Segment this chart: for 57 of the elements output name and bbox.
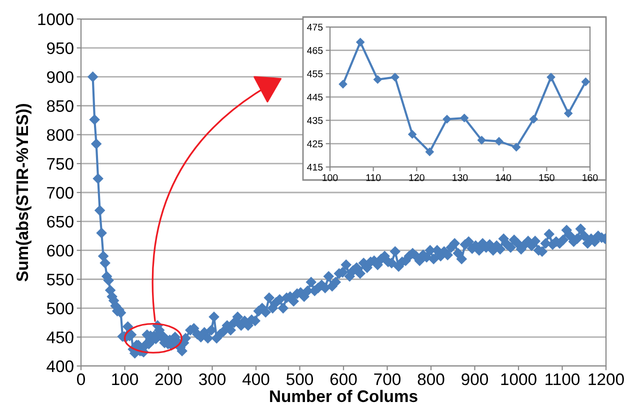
x-tick-label: 130 <box>452 174 468 182</box>
y-tick-label: 750 <box>47 158 74 170</box>
point <box>582 78 590 86</box>
y-tick-label: 850 <box>46 100 74 112</box>
x-tick-label: 1200 <box>588 373 624 386</box>
x-axis-title: Number of Colums <box>270 390 418 402</box>
y-tick-label: 465 <box>307 47 323 54</box>
y-tick-label: 455 <box>307 70 323 78</box>
point <box>426 148 434 156</box>
point <box>494 137 504 146</box>
point <box>442 115 452 124</box>
x-tick-label: 1100 <box>546 373 580 386</box>
y-tick-label: 1000 <box>38 13 74 26</box>
y-tick-label: 900 <box>47 71 74 84</box>
x-tick-label: 700 <box>374 373 401 386</box>
point <box>338 80 348 88</box>
point <box>530 115 538 124</box>
x-tick-label: 100 <box>112 373 138 386</box>
y-tick-label: 425 <box>307 140 323 148</box>
point <box>460 114 468 122</box>
x-tick-label: 0 <box>77 373 85 386</box>
x-tick-label: 150 <box>539 174 554 182</box>
x-tick-label: 140 <box>496 174 512 182</box>
x-tick-label: 300 <box>198 373 226 386</box>
x-tick-label: 600 <box>330 373 357 386</box>
point <box>356 38 364 46</box>
y-tick-label: 415 <box>307 164 323 171</box>
point <box>564 109 572 118</box>
point <box>374 75 382 84</box>
x-tick-label: 500 <box>286 373 314 386</box>
x-tick-label: 110 <box>366 174 381 182</box>
point <box>546 73 556 82</box>
point <box>478 136 486 144</box>
x-tick-label: 900 <box>462 373 488 386</box>
x-tick-label: 160 <box>582 174 598 182</box>
y-tick-label: 700 <box>47 186 74 199</box>
y-tick-label: 445 <box>307 94 323 101</box>
y-tick-label: 475 <box>307 24 323 31</box>
x-tick-label: 1000 <box>501 373 536 386</box>
point <box>390 73 400 82</box>
y-tick-label: 800 <box>46 129 74 141</box>
y-axis-title: Sum(abs(STIR-%YES)) <box>16 104 32 282</box>
x-tick-label: 400 <box>242 373 270 386</box>
x-tick-label: 200 <box>155 373 182 386</box>
y-tick-label: 435 <box>307 117 323 124</box>
y-tick-label: 400 <box>46 360 74 372</box>
x-tick-label: 120 <box>409 174 424 182</box>
y-tick-label: 500 <box>46 302 74 314</box>
y-tick-label: 650 <box>47 216 74 228</box>
x-tick-label: 100 <box>322 174 338 182</box>
point <box>512 143 520 152</box>
y-tick-label: 550 <box>46 274 74 286</box>
x-tick-label: 800 <box>418 373 444 386</box>
y-tick-label: 450 <box>46 331 74 344</box>
y-tick-label: 600 <box>47 244 74 257</box>
y-tick-label: 950 <box>47 42 74 54</box>
point <box>408 130 416 138</box>
